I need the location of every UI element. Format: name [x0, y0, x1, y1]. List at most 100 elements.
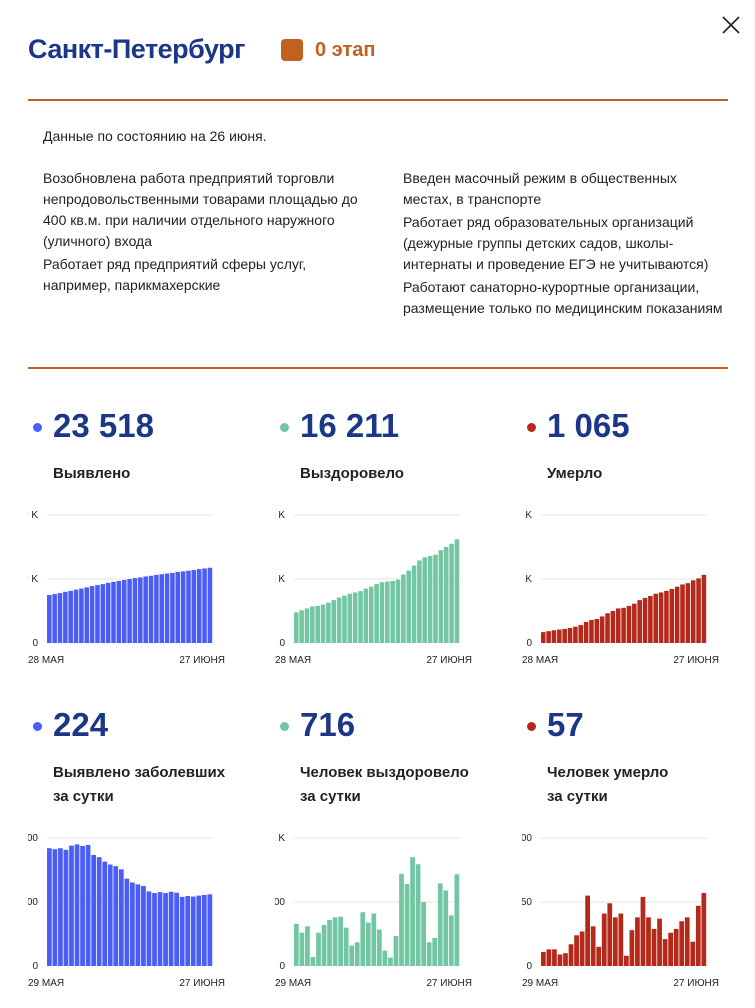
y-tick-label: 0 [279, 961, 285, 972]
bar [382, 950, 388, 966]
bar [406, 570, 412, 643]
x-start-label: 29 МАЯ [275, 978, 311, 989]
x-start-label: 28 МАЯ [522, 655, 558, 666]
stat-value: 716 [300, 706, 356, 743]
stat-value: 1 065 [547, 407, 630, 444]
bar [138, 577, 143, 643]
close-x-icon[interactable] [720, 14, 742, 36]
bar [305, 926, 310, 966]
restriction-item: Введен масочный режим в общественных мес… [403, 170, 677, 207]
stat-label: Выявлено заболевших за сутки [53, 761, 225, 809]
bar [180, 571, 186, 643]
bar [89, 586, 95, 643]
bar [294, 612, 299, 643]
bar [443, 890, 449, 966]
bar [421, 902, 426, 966]
restriction-item: Работают санаторно-курортные организации… [403, 279, 723, 316]
bar [207, 567, 213, 643]
bar [327, 919, 332, 966]
bar [352, 592, 358, 643]
x-end-label: 27 ИЮНЯ [426, 655, 472, 666]
bar [100, 584, 106, 643]
bar [680, 584, 685, 643]
bar [390, 580, 395, 643]
bar [618, 913, 624, 966]
bar [186, 570, 191, 643]
bar [404, 884, 410, 966]
bar [130, 882, 135, 966]
bar [388, 957, 393, 966]
stat-value: 23 518 [53, 407, 154, 444]
restrictions-right: Введен масочный режим в общественных мес… [403, 168, 723, 321]
bar [635, 917, 640, 966]
bar [551, 630, 557, 643]
bar [546, 631, 551, 643]
divider [28, 367, 728, 369]
bar [393, 935, 399, 966]
stat-label-line: Выздоровело [300, 465, 404, 482]
bar [596, 946, 602, 966]
bar [164, 573, 170, 643]
bar-chart: 0 500 1 K 29 МАЯ 27 ИЮНЯ [275, 833, 472, 989]
bar [111, 581, 116, 643]
bar [557, 629, 562, 643]
series-dot [33, 423, 42, 432]
bar [601, 913, 607, 966]
bar [417, 560, 422, 643]
stat-label-line: Выявлено [53, 465, 131, 482]
bar [374, 584, 379, 643]
y-tick-label: 0 [279, 638, 285, 649]
bar [640, 896, 646, 966]
bar [358, 591, 363, 643]
bar-chart: 0 1 K 2 K 28 МАЯ 27 ИЮНЯ [522, 510, 719, 666]
stat-label: Умерло [547, 462, 602, 486]
bar [557, 954, 563, 966]
bar [438, 550, 444, 643]
bar [299, 932, 305, 966]
bar [320, 604, 326, 643]
stat-label-line: Умерло [547, 465, 603, 482]
bar [443, 547, 449, 643]
y-tick-label: 10 K [275, 574, 285, 585]
y-tick-label: 400 [28, 833, 38, 844]
bar [433, 554, 438, 643]
bar [437, 883, 443, 966]
bar [583, 621, 589, 643]
bar [395, 579, 401, 643]
stat-label-line: за сутки [300, 788, 361, 805]
y-tick-label: 2 K [522, 510, 532, 521]
bar [69, 845, 74, 966]
bar [321, 925, 327, 966]
divider [28, 99, 728, 101]
y-tick-label: 0 [526, 961, 532, 972]
bar [664, 590, 669, 643]
bar [624, 955, 629, 966]
bar [648, 595, 653, 643]
bar [338, 916, 343, 966]
bar [52, 594, 57, 643]
y-tick-label: 100 [522, 833, 532, 844]
bar [568, 944, 574, 966]
bar [432, 937, 438, 966]
bar [690, 580, 696, 643]
x-start-label: 28 МАЯ [28, 655, 64, 666]
bar [662, 939, 668, 966]
bar [141, 886, 146, 966]
bar [152, 893, 157, 966]
x-end-label: 27 ИЮНЯ [673, 655, 719, 666]
bar [316, 932, 321, 966]
bar [646, 917, 651, 966]
y-tick-label: 20 K [28, 574, 38, 585]
bar [79, 588, 84, 643]
stat-label: Выздоровело [300, 462, 404, 486]
bar [399, 873, 404, 966]
bar [368, 586, 374, 643]
bar-chart: 0 10 K 20 K 28 МАЯ 27 ИЮНЯ [275, 510, 472, 666]
series-dot [33, 722, 42, 731]
bar [701, 893, 707, 966]
stat-label-line: Человек выздоровело [300, 764, 469, 781]
bar [385, 581, 390, 643]
bar [63, 849, 69, 966]
bar [371, 913, 377, 966]
bar [113, 866, 119, 966]
